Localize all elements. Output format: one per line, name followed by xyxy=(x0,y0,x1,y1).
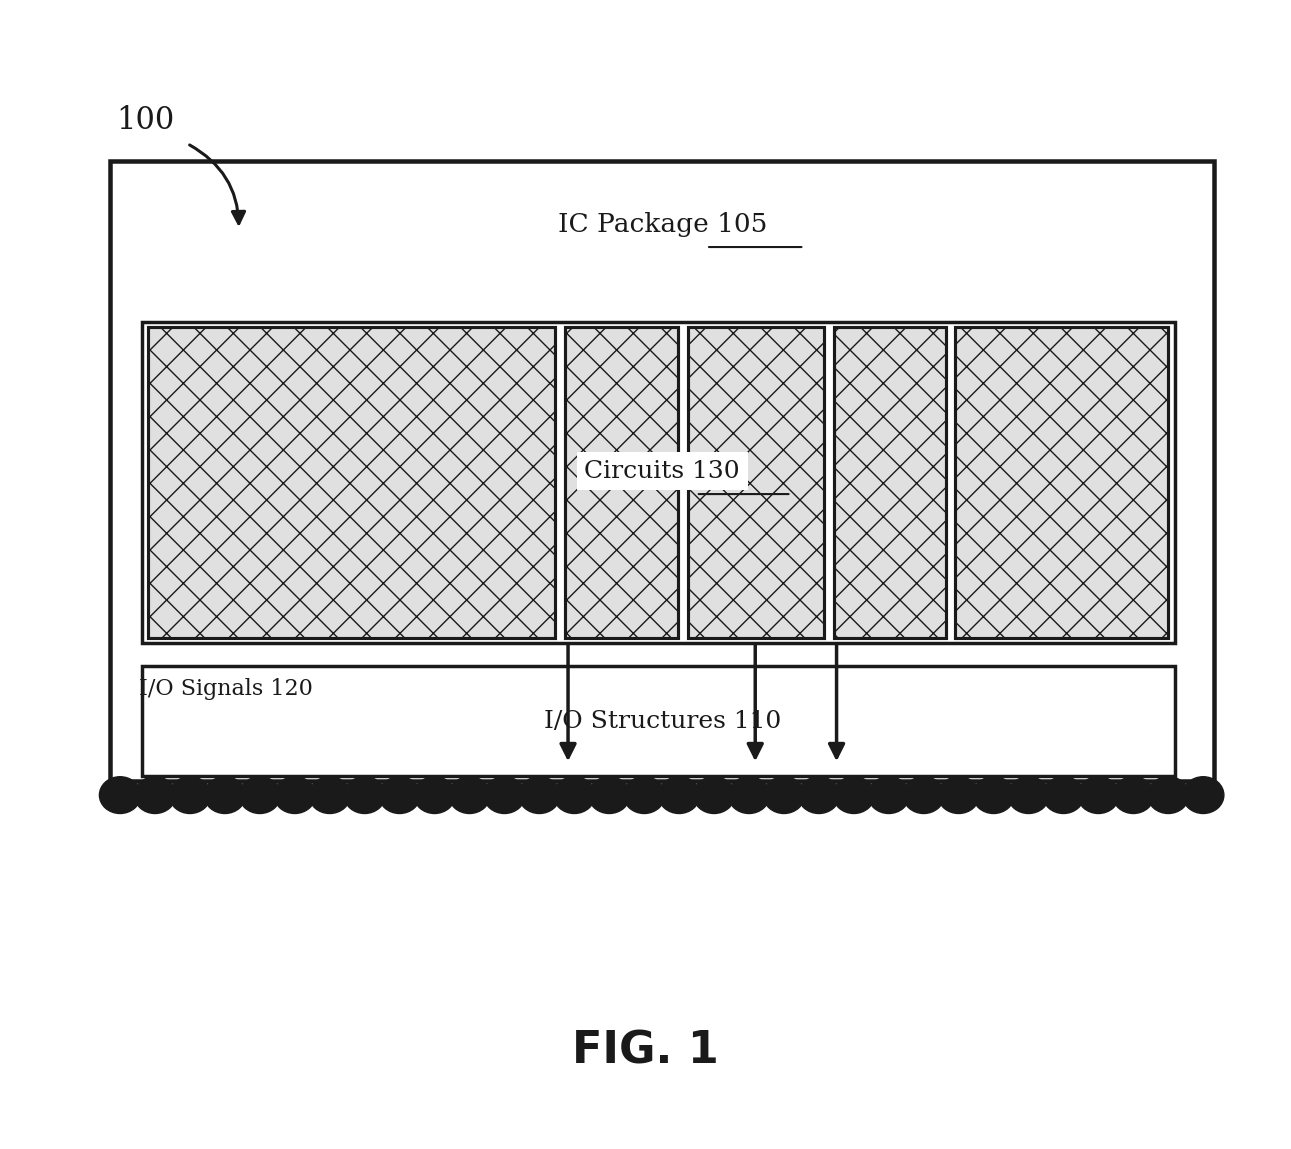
Circle shape xyxy=(658,777,700,813)
Circle shape xyxy=(728,777,769,813)
Circle shape xyxy=(589,777,630,813)
Circle shape xyxy=(763,777,804,813)
Circle shape xyxy=(519,777,560,813)
Circle shape xyxy=(868,777,909,813)
Circle shape xyxy=(833,777,874,813)
Circle shape xyxy=(343,777,385,813)
Bar xyxy=(142,322,1175,643)
Circle shape xyxy=(1043,777,1084,813)
Circle shape xyxy=(939,777,980,813)
Text: I/O Structures 110: I/O Structures 110 xyxy=(544,710,781,733)
Circle shape xyxy=(380,777,421,813)
Circle shape xyxy=(99,777,141,813)
Text: I/O Signals 120: I/O Signals 120 xyxy=(139,678,312,701)
Circle shape xyxy=(309,777,350,813)
Circle shape xyxy=(169,777,210,813)
Text: IC Package 105: IC Package 105 xyxy=(558,211,767,237)
Circle shape xyxy=(274,777,315,813)
Circle shape xyxy=(239,777,280,813)
Circle shape xyxy=(134,777,176,813)
Circle shape xyxy=(449,777,491,813)
Bar xyxy=(142,666,1175,776)
Circle shape xyxy=(624,777,665,813)
Circle shape xyxy=(798,777,839,813)
Bar xyxy=(110,161,1214,781)
Circle shape xyxy=(554,777,595,813)
Circle shape xyxy=(204,777,245,813)
Circle shape xyxy=(902,777,944,813)
Bar xyxy=(148,327,555,638)
Circle shape xyxy=(414,777,456,813)
Bar xyxy=(688,327,824,638)
Circle shape xyxy=(1078,777,1119,813)
Circle shape xyxy=(1148,777,1189,813)
Circle shape xyxy=(973,777,1015,813)
Bar xyxy=(955,327,1168,638)
Circle shape xyxy=(1113,777,1154,813)
Text: 100: 100 xyxy=(116,106,174,136)
Circle shape xyxy=(1008,777,1050,813)
Bar xyxy=(565,327,678,638)
Circle shape xyxy=(693,777,735,813)
Text: FIG. 1: FIG. 1 xyxy=(572,1030,719,1073)
Text: Circuits 130: Circuits 130 xyxy=(585,460,740,483)
Circle shape xyxy=(484,777,525,813)
Bar xyxy=(834,327,946,638)
Circle shape xyxy=(1183,777,1224,813)
